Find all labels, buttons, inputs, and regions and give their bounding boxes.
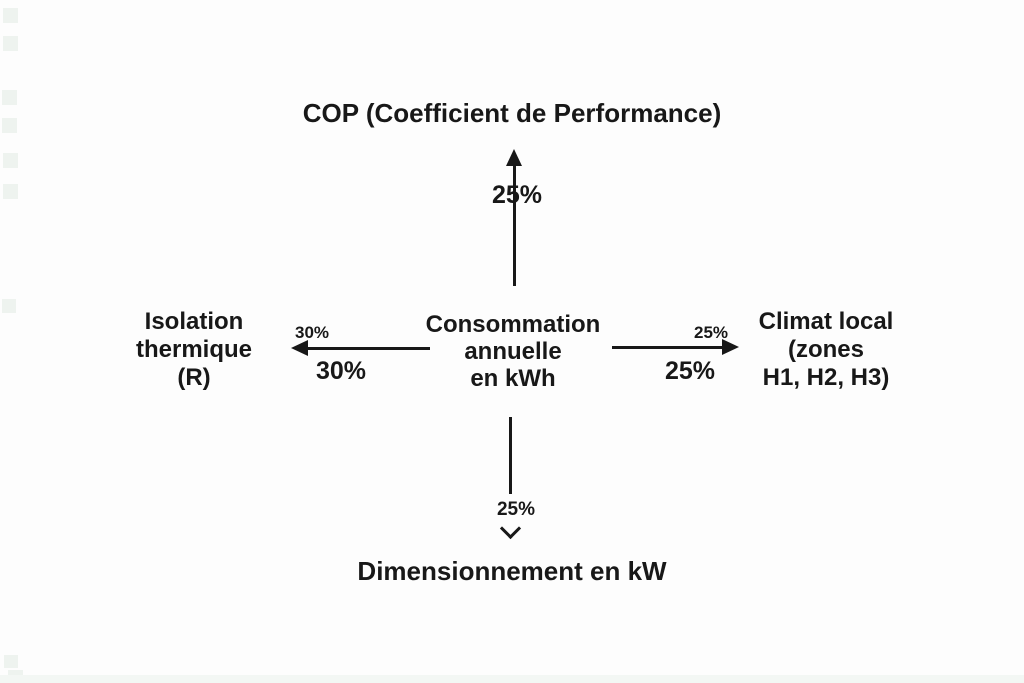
edge-artifact: [3, 36, 18, 51]
center-node-line1: Consommation: [425, 311, 601, 338]
weight-right-small: 25%: [693, 323, 729, 342]
isolation-node-line3: (R): [177, 364, 211, 391]
arrow-down-head-icon: [499, 517, 522, 540]
edge-artifact: [4, 655, 18, 668]
arrow-right-head-icon: [722, 339, 739, 355]
edge-artifact: [2, 118, 17, 133]
weight-down: 25%: [496, 499, 536, 520]
climat-node-line2: (zones: [787, 336, 864, 363]
weight-left-large: 30%: [315, 357, 367, 385]
climat-node: Climat local (zones H1, H2, H3): [726, 308, 926, 392]
dimensionnement-label: Dimensionnement en kW: [357, 556, 667, 586]
climat-node-line3: H1, H2, H3): [762, 364, 890, 391]
arrow-down-line: [509, 417, 512, 494]
edge-artifact: [3, 8, 18, 23]
edge-artifact: [0, 675, 1024, 683]
edge-artifact: [2, 299, 16, 313]
weight-left-small: 30%: [294, 323, 330, 342]
isolation-node-line1: Isolation: [144, 308, 244, 335]
edge-artifact: [3, 153, 18, 168]
weight-up: 25%: [491, 181, 543, 209]
edge-artifact: [2, 90, 17, 105]
center-node: Consommation annuelle en kWh: [413, 311, 613, 392]
isolation-node: Isolation thermique (R): [94, 308, 294, 392]
arrow-up-head-icon: [506, 149, 522, 166]
isolation-node-line2: thermique: [135, 336, 252, 363]
arrow-left-line: [308, 347, 430, 350]
arrow-right-line: [612, 346, 722, 349]
arrow-up-line: [513, 164, 516, 286]
climat-node-line1: Climat local: [758, 308, 894, 335]
edge-artifact: [3, 184, 18, 199]
arrow-left-head-icon: [291, 340, 308, 356]
weight-right-large: 25%: [664, 357, 716, 385]
center-node-line3: en kWh: [470, 365, 556, 392]
center-node-line2: annuelle: [464, 338, 562, 365]
cop-label: COP (Coefficient de Performance): [302, 98, 722, 128]
